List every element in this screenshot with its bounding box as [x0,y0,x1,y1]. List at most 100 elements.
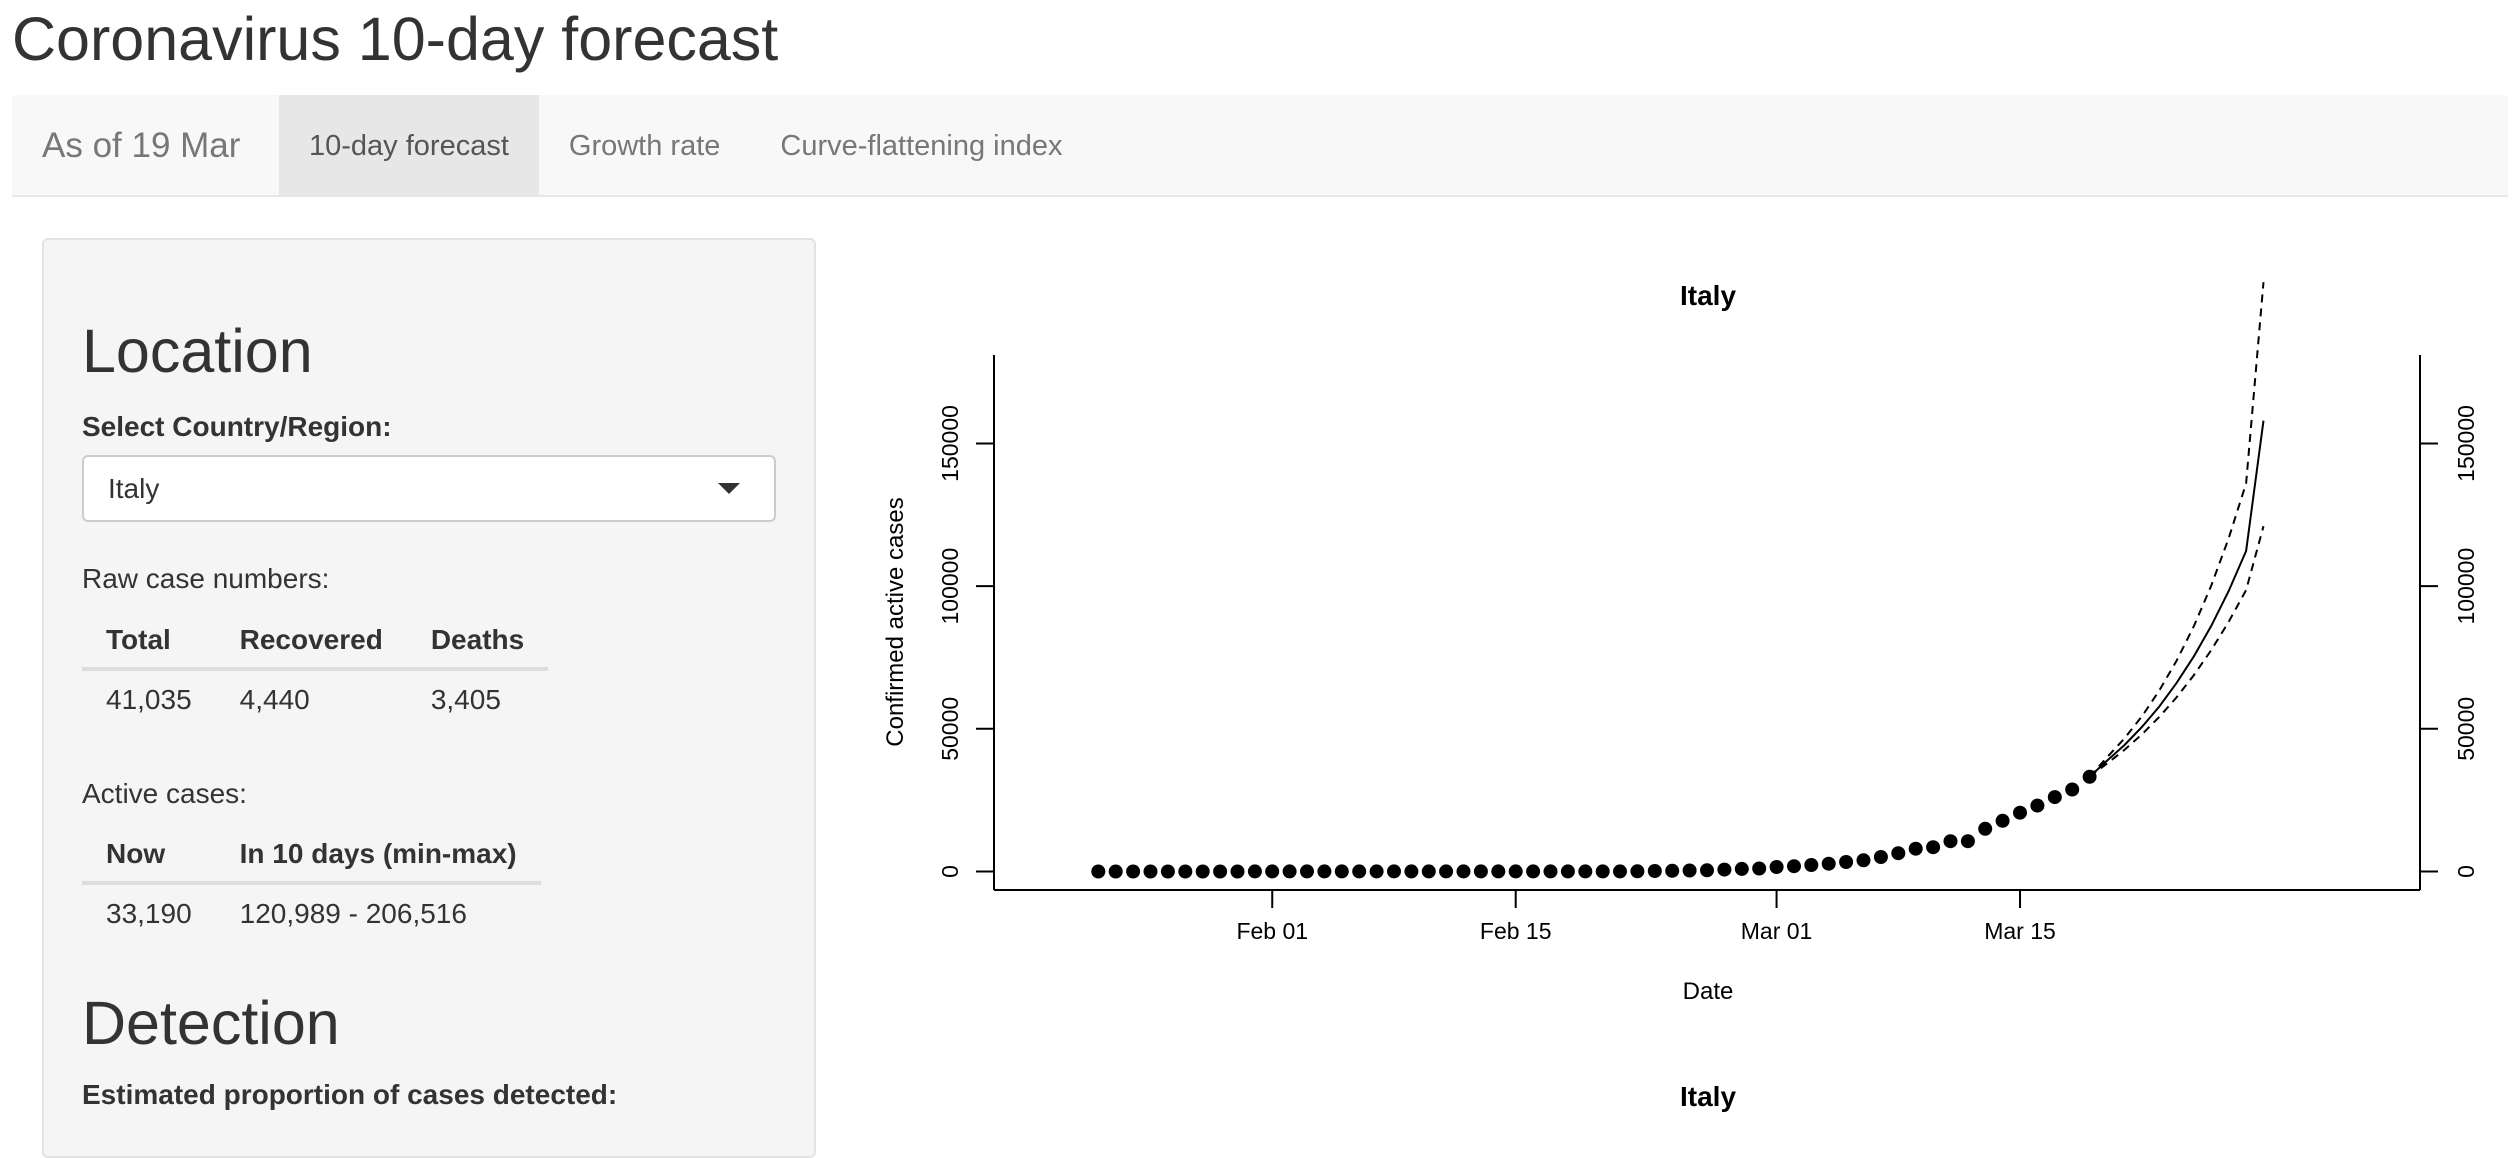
data-point [1856,853,1871,868]
cell-in-10-days: 120,989 - 206,516 [239,898,467,929]
y-tick-label: 150000 [937,405,963,482]
data-point [1334,864,1349,879]
tab-10-day-forecast[interactable]: 10-day forecast [279,95,539,197]
data-point [1230,864,1245,879]
y-tick-label-right: 0 [2453,865,2479,878]
chart-axes: 0 0 50000 50000 100000 100000 150000 150000 Feb … [937,355,2479,944]
data-point [1195,864,1210,879]
data-point [1943,834,1958,849]
data-point [1508,864,1523,879]
data-point [1804,858,1819,872]
raw-case-table: Total Recovered Deaths 41,035 4,440 3,40… [82,612,549,729]
table-row: 41,035 4,440 3,405 [82,669,548,729]
cell-total: 41,035 [106,684,192,715]
data-point [1491,864,1506,879]
data-point [1247,864,1262,879]
cell-recovered: 4,440 [239,684,310,715]
tab-curve-flattening-index[interactable]: Curve-flattening index [780,130,1063,162]
data-point [1908,841,1923,856]
y-tick-label: 50000 [937,697,963,761]
data-point [1439,864,1454,879]
detection-proportion-label: Estimated proportion of cases detected: [82,1079,618,1110]
data-point [1734,861,1749,876]
data-point [2082,769,2097,784]
active-cases-table: Now In 10 days (min-max) 33,190 120,989 … [82,826,541,943]
navbar-brand[interactable]: As of 19 Mar [42,126,241,165]
data-point [1560,864,1575,879]
detection-heading: Detection [82,989,340,1057]
y-tick-label-right: 100000 [2453,548,2479,625]
y-tick-label: 100000 [937,548,963,625]
data-point [1369,864,1384,879]
data-point [1404,864,1419,879]
data-point [1752,861,1767,876]
location-heading: Location [82,317,313,385]
forecast-upper-line [2088,282,2265,778]
y-tick-label: 0 [937,865,963,878]
forecast-lines [2088,282,2265,778]
data-point [1160,864,1175,879]
col-header-recovered: Recovered [215,612,407,671]
data-point [1839,855,1854,869]
data-point [1613,864,1627,879]
data-point [1630,864,1645,879]
data-point [1960,834,1975,849]
forecast-mid-line [2088,420,2265,778]
data-point [2013,805,2027,820]
data-point [1317,864,1332,879]
y-tick-label-right: 50000 [2453,697,2479,761]
country-select-value: Italy [108,473,160,504]
data-point [1265,864,1280,879]
data-point [1282,864,1297,879]
data-point [1700,863,1714,878]
x-tick-label: Mar 01 [1741,918,1813,944]
tab-growth-rate[interactable]: Growth rate [568,130,721,162]
data-point [1352,864,1367,879]
caret-down-icon [718,483,740,494]
cell-deaths: 3,405 [430,684,501,715]
data-point [1682,863,1697,878]
observed-points [1091,769,2097,879]
forecast-lower-line [2088,525,2265,778]
chart-2-title: Italy [1680,1081,1736,1112]
country-select[interactable]: Italy [82,455,776,522]
data-point [1178,864,1193,879]
table-header-row: Total Recovered Deaths [82,612,549,671]
data-point [1143,864,1158,879]
data-point [1821,856,1836,871]
data-point [1578,864,1593,879]
data-point [1891,846,1906,861]
col-header-total: Total [82,612,216,671]
data-point [2065,782,2080,797]
data-point [1787,859,1801,874]
nav-tabs: 10-day forecast Growth rate Curve-flatte… [279,95,1093,197]
x-tick-label: Feb 01 [1236,918,1308,944]
data-point [1873,850,1888,864]
data-point [1300,864,1314,879]
data-point [1387,864,1401,879]
col-header-deaths: Deaths [406,612,549,671]
app-title: Coronavirus 10-day forecast [12,5,779,73]
x-tick-label: Feb 15 [1480,918,1552,944]
data-point [1665,863,1680,878]
data-point [1995,813,2010,828]
sidebar-panel: Location Select Country/Region: Italy Ra… [42,238,816,1158]
forecast-chart: Italy Date Confirmed active cases 0 0 5000… [882,280,2479,1112]
y-tick-label-right: 150000 [2453,405,2479,482]
raw-case-numbers-label: Raw case numbers: [82,563,330,594]
data-point [1717,862,1732,877]
data-point [1595,864,1610,879]
table-header-row: Now In 10 days (min-max) [82,826,541,885]
data-point [1647,864,1662,878]
cell-now: 33,190 [106,898,192,929]
active-cases-label: Active cases: [82,778,247,809]
data-point [1456,864,1471,879]
table-row: 33,190 120,989 - 206,516 [82,883,541,943]
data-point [2047,790,2062,805]
x-axis-label: Date [1683,978,1734,1005]
data-point [2030,798,2045,813]
data-point [1769,860,1784,874]
y-axis-label: Confirmed active cases [882,497,909,746]
data-point [1543,864,1558,879]
col-header-now: Now [82,826,216,885]
